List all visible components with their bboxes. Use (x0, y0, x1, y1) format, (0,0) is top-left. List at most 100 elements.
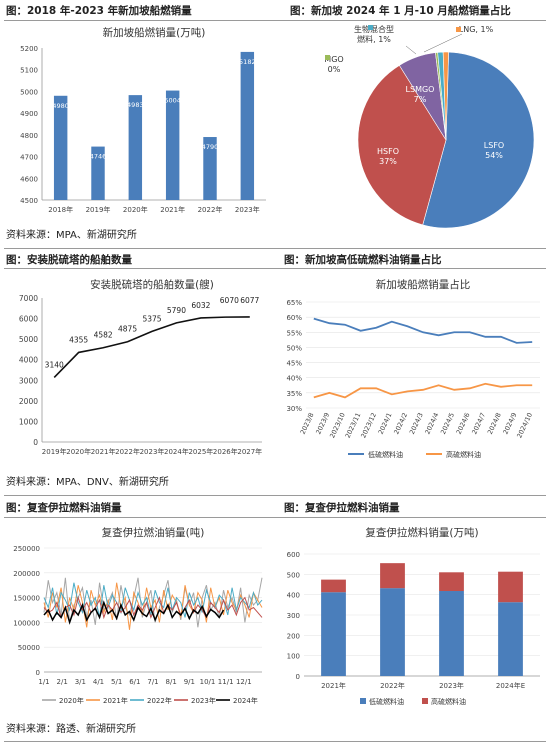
x-tick-label: 2020年 (123, 205, 148, 214)
data-label: 5790 (167, 306, 186, 315)
y-tick-label: 35% (286, 390, 302, 398)
x-tick-label: 2026年 (213, 447, 238, 456)
data-label: 6032 (191, 301, 210, 310)
leader-line (405, 45, 417, 55)
pie-slice-label: 生物混合型燃料, 1% (354, 24, 394, 44)
y-tick-label: 150000 (13, 595, 40, 603)
x-tick-label: 2021年 (160, 205, 185, 214)
y-tick-label: 65% (286, 299, 302, 307)
y-tick-label: 6000 (19, 315, 38, 324)
y-tick-label: 250000 (13, 545, 40, 553)
bar-value-label: 4790 (202, 143, 219, 151)
y-tick-label: 45% (286, 360, 302, 368)
legend-marker (368, 25, 373, 30)
x-tick-label: 2027年 (237, 447, 262, 456)
x-tick-label: 8/1 (166, 678, 177, 686)
bar-segment (321, 592, 346, 676)
y-tick-label: 200 (287, 632, 300, 640)
x-tick-label: 2024/3 (408, 411, 425, 435)
chart-title: 安装脱硫塔的船舶数量(艘) (90, 278, 214, 291)
y-tick-label: 5000 (20, 88, 38, 96)
x-tick-label: 2024/6 (455, 411, 472, 435)
bar (240, 51, 255, 200)
bar-value-label: 4980 (52, 102, 69, 110)
bar-segment (439, 572, 464, 592)
bar-value-label: 5182 (239, 58, 256, 66)
y-tick-label: 5100 (20, 67, 38, 75)
y-tick-label: 4900 (20, 110, 38, 118)
chart-title: 复查伊拉燃油销量(吨) (102, 526, 205, 539)
pie-slice (442, 51, 449, 141)
legend-marker (456, 27, 461, 32)
y-tick-label: 500 (287, 571, 300, 579)
legend-marker (360, 698, 366, 704)
y-tick-label: 60% (286, 314, 302, 322)
x-tick-label: 2024/7 (470, 411, 487, 435)
x-tick-label: 2023/12 (359, 411, 378, 439)
pie-slice-label: LNG, 1% (459, 25, 494, 34)
x-tick-label: 1/1 (38, 678, 49, 686)
x-tick-label: 2024/10 (515, 411, 534, 439)
y-tick-label: 4600 (20, 175, 38, 183)
x-tick-label: 2020年 (66, 447, 91, 456)
x-tick-label: 2019年 (86, 205, 111, 214)
legend-label: 2020年 (59, 696, 84, 705)
pie-slice-label: HSFO 37% (377, 147, 399, 166)
pie-slice (422, 51, 535, 229)
y-tick-label: 5000 (19, 335, 38, 344)
y-tick-label: 400 (287, 592, 300, 600)
bar-segment (498, 571, 523, 603)
y-tick-label: 100 (287, 653, 300, 661)
legend-marker (325, 55, 330, 60)
legend-label: 2022年 (147, 696, 172, 705)
header-fujairah-weekly: 图：复查伊拉燃料油销量 (6, 502, 122, 514)
y-tick-label: 7000 (19, 294, 38, 303)
y-tick-label: 0 (36, 669, 40, 677)
x-tick-label: 2/1 (57, 678, 68, 686)
bar-segment (498, 602, 523, 676)
x-tick-label: 2024/4 (423, 411, 440, 435)
data-label: 4875 (118, 325, 137, 334)
bar-value-label: 4983 (127, 101, 144, 109)
x-tick-label: 2024/2 (392, 411, 409, 435)
chart-fujairah-annual: 复查伊拉燃料销量(万吨) 0 100 200 300 400 500 600 2021年 2022… (287, 526, 540, 706)
chart-title: 新加坡船燃销量(万吨) (103, 26, 206, 39)
header-sg-pie: 图：新加坡 2024 年 1 月-10 月船燃销量占比 (290, 5, 511, 17)
y-tick-label: 4700 (20, 154, 38, 162)
x-tick-label: 2024/5 (439, 411, 456, 435)
legend-label: 2023年 (191, 696, 216, 705)
series-line (313, 317, 533, 344)
y-tick-label: 100000 (13, 619, 40, 627)
legend-label: 高硫燃料油 (431, 697, 466, 706)
legend-label: 2021年 (103, 696, 128, 705)
bar (203, 137, 217, 200)
y-tick-label: 40% (286, 375, 302, 383)
divider (4, 741, 546, 742)
x-tick-label: 2021年 (91, 447, 116, 456)
divider (4, 20, 546, 21)
chart-sg-bunker-sales: 新加坡船燃销量(万吨) 4500 4600 4700 4800 4900 5000 5100 5… (20, 26, 266, 214)
bar-segment (439, 591, 464, 676)
bar (91, 146, 105, 200)
source-note: 资料来源：路透、新湖研究所 (6, 724, 136, 735)
x-tick-label: 2023年 (140, 447, 165, 456)
header-sg-bunker-sales: 图：2018 年-2023 年新加坡船燃销量 (6, 5, 192, 17)
x-tick-label: 5/1 (111, 678, 122, 686)
bar-segment (380, 588, 405, 676)
x-tick-label: 7/1 (147, 678, 158, 686)
divider (4, 248, 546, 249)
data-label: 6077 (240, 296, 259, 305)
y-tick-label: 3000 (19, 376, 38, 385)
series-line (43, 582, 263, 618)
divider (4, 268, 546, 269)
bar (128, 95, 143, 200)
y-tick-label: 300 (287, 612, 300, 620)
bar-segment (380, 563, 405, 589)
x-tick-label: 9/1 (184, 678, 195, 686)
data-label: 4355 (69, 335, 88, 344)
bar-value-label: 5004 (164, 97, 181, 105)
y-tick-label: 0 (33, 438, 38, 447)
x-tick-label: 2024/8 (486, 411, 503, 435)
y-tick-label: 4000 (19, 356, 38, 365)
x-tick-label: 2022年 (115, 447, 140, 456)
